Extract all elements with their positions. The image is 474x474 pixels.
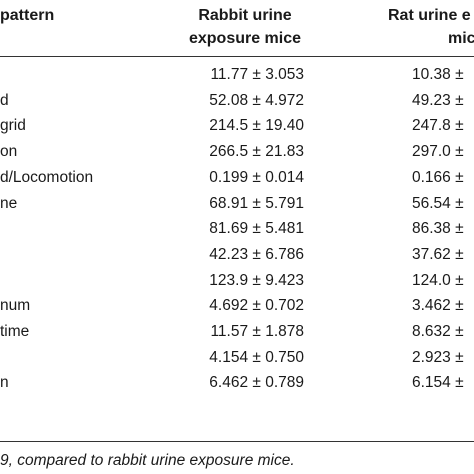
rat-value: 0.166 ± — [412, 168, 464, 186]
table-row: ne 68.91 ± 5.791 56.54 ± — [0, 191, 474, 216]
rabbit-value: 68.91 ± 5.791 — [209, 194, 304, 212]
header-rat-line2: mic — [448, 30, 474, 47]
row-label: grid — [0, 117, 26, 135]
row-label: n — [0, 374, 9, 392]
header-rule — [0, 56, 474, 57]
row-label: time — [0, 323, 30, 340]
row-label: d — [0, 91, 9, 109]
row-label: on — [0, 143, 18, 161]
rat-value: 37.62 ± — [412, 245, 464, 263]
table-footnote: 9, compared to rabbit urine exposure mic… — [0, 452, 295, 469]
rabbit-value: 0.199 ± 0.014 — [209, 168, 304, 186]
rat-value: 8.632 ± — [412, 323, 464, 340]
table-row: d 52.08 ± 4.972 49.23 ± — [0, 88, 474, 113]
rabbit-value: 11.57 ± 1.878 — [210, 323, 304, 340]
table-row: 42.23 ± 6.786 37.62 ± — [0, 242, 474, 267]
rabbit-value: 214.5 ± 19.40 — [209, 117, 304, 135]
table-row: num 4.692 ± 0.702 3.462 ± — [0, 293, 474, 318]
row-label: ne — [0, 194, 18, 212]
table-row: time 11.57 ± 1.878 8.632 ± — [0, 319, 474, 344]
header-rabbit-line1: Rabbit urine — [198, 7, 292, 24]
rabbit-value: 266.5 ± 21.83 — [209, 143, 304, 161]
table-row: grid 214.5 ± 19.40 247.8 ± — [0, 113, 474, 138]
table-row: 123.9 ± 9.423 124.0 ± — [0, 268, 474, 293]
header-rabbit-line2: exposure mice — [188, 30, 302, 47]
rat-value: 3.462 ± — [412, 297, 464, 315]
rabbit-value: 4.692 ± 0.702 — [209, 297, 304, 315]
table-row: 81.69 ± 5.481 86.38 ± — [0, 216, 474, 241]
rat-value: 49.23 ± — [412, 91, 464, 109]
rat-value: 2.923 ± — [412, 348, 464, 366]
rat-value: 124.0 ± — [412, 271, 464, 289]
rat-value: 86.38 ± — [412, 220, 464, 238]
bottom-rule — [0, 441, 474, 442]
table-header: pattern Rabbit urine exposure mice Rat u… — [0, 0, 474, 54]
table-row: n 6.462 ± 0.789 6.154 ± — [0, 370, 474, 395]
rat-value: 297.0 ± — [412, 143, 464, 161]
row-label: num — [0, 297, 31, 315]
rat-value: 6.154 ± — [412, 374, 464, 392]
rat-value: 56.54 ± — [412, 194, 464, 212]
header-rabbit: Rabbit urine exposure mice — [176, 4, 314, 50]
header-rat-line1: Rat urine e — [388, 7, 471, 24]
rabbit-value: 123.9 ± 9.423 — [209, 271, 304, 289]
rat-value: 10.38 ± — [412, 66, 464, 83]
rabbit-value: 11.77 ± 3.053 — [210, 66, 304, 83]
header-rat: Rat urine e mic — [388, 4, 474, 50]
rabbit-value: 42.23 ± 6.786 — [209, 245, 304, 263]
rat-value: 247.8 ± — [412, 117, 464, 135]
table-row: d/Locomotion 0.199 ± 0.014 0.166 ± — [0, 165, 474, 190]
rabbit-value: 52.08 ± 4.972 — [209, 91, 304, 109]
rabbit-value: 4.154 ± 0.750 — [209, 348, 304, 366]
rabbit-value: 81.69 ± 5.481 — [209, 220, 304, 238]
rabbit-value: 6.462 ± 0.789 — [209, 374, 304, 392]
table-row: on 266.5 ± 21.83 297.0 ± — [0, 139, 474, 164]
row-label: d/Locomotion — [0, 168, 94, 186]
table-row: 4.154 ± 0.750 2.923 ± — [0, 345, 474, 370]
header-pattern: pattern — [0, 7, 55, 24]
table-row: 11.77 ± 3.053 10.38 ± — [0, 62, 474, 87]
